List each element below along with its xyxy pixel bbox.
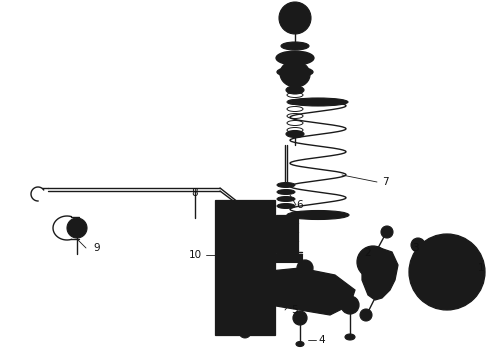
Ellipse shape bbox=[286, 131, 304, 138]
Circle shape bbox=[238, 203, 252, 217]
Circle shape bbox=[409, 234, 485, 310]
Ellipse shape bbox=[237, 305, 253, 311]
Text: 2: 2 bbox=[365, 248, 371, 258]
Ellipse shape bbox=[280, 61, 310, 87]
Circle shape bbox=[429, 254, 465, 290]
Bar bbox=[215, 200, 275, 335]
Text: 8: 8 bbox=[192, 188, 198, 198]
Ellipse shape bbox=[277, 197, 295, 202]
Ellipse shape bbox=[277, 189, 295, 194]
Circle shape bbox=[285, 8, 305, 28]
Bar bbox=[276, 215, 298, 253]
Ellipse shape bbox=[235, 281, 255, 289]
Circle shape bbox=[239, 326, 251, 338]
Ellipse shape bbox=[296, 342, 304, 346]
Circle shape bbox=[419, 244, 475, 300]
Circle shape bbox=[301, 264, 309, 272]
Circle shape bbox=[232, 273, 252, 293]
Circle shape bbox=[293, 311, 307, 325]
Ellipse shape bbox=[288, 98, 348, 106]
Circle shape bbox=[279, 2, 311, 34]
Ellipse shape bbox=[237, 323, 253, 329]
Bar bbox=[237, 308, 253, 326]
Ellipse shape bbox=[287, 211, 349, 220]
Bar bbox=[271, 254, 302, 262]
Circle shape bbox=[297, 260, 313, 276]
Text: 1: 1 bbox=[478, 263, 484, 273]
Circle shape bbox=[304, 15, 310, 21]
Circle shape bbox=[411, 238, 425, 252]
Polygon shape bbox=[362, 248, 398, 300]
Ellipse shape bbox=[345, 334, 355, 340]
Ellipse shape bbox=[277, 67, 313, 77]
Text: 7: 7 bbox=[382, 177, 388, 187]
Text: 3: 3 bbox=[412, 243, 418, 253]
Circle shape bbox=[373, 268, 387, 282]
Circle shape bbox=[357, 246, 389, 278]
Polygon shape bbox=[240, 268, 355, 315]
Circle shape bbox=[368, 257, 378, 267]
Circle shape bbox=[341, 296, 359, 314]
Text: 6: 6 bbox=[296, 200, 303, 210]
Circle shape bbox=[72, 223, 82, 233]
Circle shape bbox=[360, 309, 372, 321]
Circle shape bbox=[67, 218, 87, 238]
Circle shape bbox=[345, 300, 355, 310]
Ellipse shape bbox=[235, 300, 255, 308]
Ellipse shape bbox=[281, 42, 309, 50]
Circle shape bbox=[415, 242, 421, 248]
Circle shape bbox=[295, 26, 302, 32]
Circle shape bbox=[282, 22, 288, 28]
Circle shape bbox=[282, 8, 288, 14]
Ellipse shape bbox=[280, 54, 310, 62]
Circle shape bbox=[291, 14, 299, 22]
Circle shape bbox=[242, 207, 248, 213]
Ellipse shape bbox=[235, 291, 255, 299]
Text: 9: 9 bbox=[94, 243, 100, 253]
Circle shape bbox=[442, 267, 452, 277]
Text: 10: 10 bbox=[189, 250, 201, 260]
Circle shape bbox=[381, 226, 393, 238]
Circle shape bbox=[377, 272, 383, 278]
Ellipse shape bbox=[277, 203, 295, 208]
Circle shape bbox=[437, 262, 457, 282]
Circle shape bbox=[363, 252, 383, 272]
Circle shape bbox=[368, 263, 392, 287]
Ellipse shape bbox=[286, 86, 304, 94]
Circle shape bbox=[295, 4, 302, 10]
Text: 5: 5 bbox=[292, 305, 298, 315]
Circle shape bbox=[289, 52, 301, 64]
Ellipse shape bbox=[276, 51, 314, 65]
Circle shape bbox=[237, 278, 247, 288]
Ellipse shape bbox=[277, 183, 295, 188]
Text: 4: 4 bbox=[318, 335, 325, 345]
